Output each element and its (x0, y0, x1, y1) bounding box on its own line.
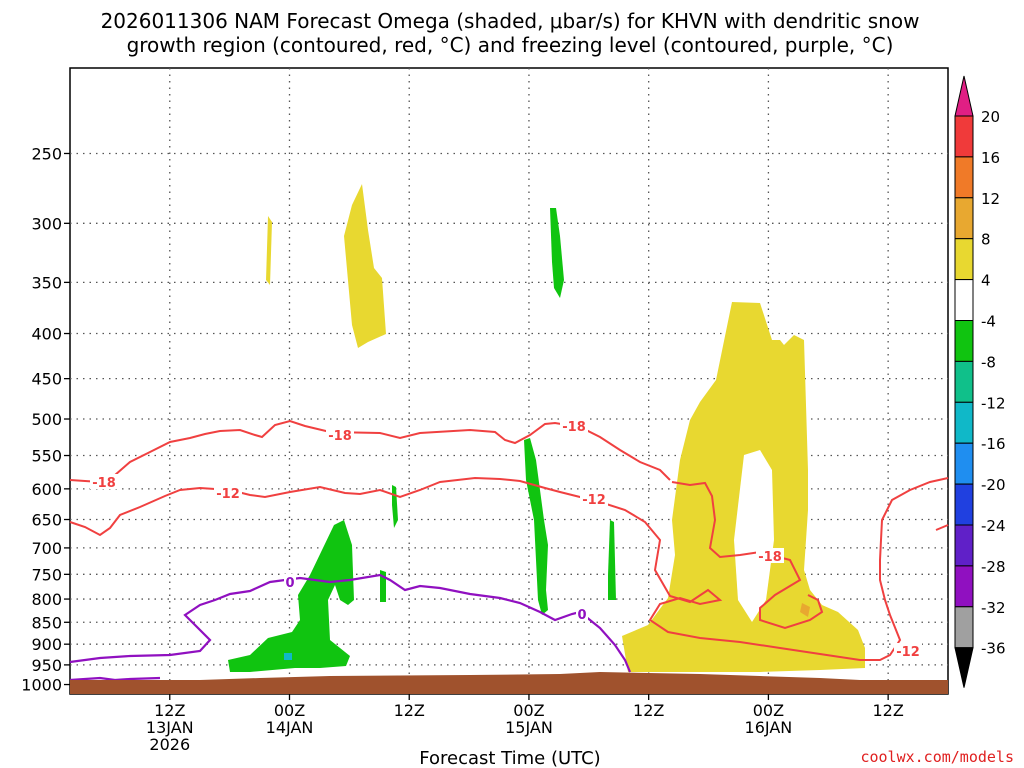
y-tick-label: 700 (31, 539, 62, 558)
x-tick-label: 12Z (872, 701, 903, 720)
y-tick-label: 650 (31, 511, 62, 530)
y-tick-label: 300 (31, 214, 62, 233)
credit-text[interactable]: coolwx.com/models (860, 748, 1014, 766)
y-tick-label: 750 (31, 565, 62, 584)
y-tick-label: 450 (31, 370, 62, 389)
y-tick-label: 500 (31, 410, 62, 429)
x-tick-label: 00Z (513, 701, 544, 720)
contour-line (935, 524, 949, 531)
contour-label-bg (560, 418, 588, 433)
contour-label-bg (756, 548, 784, 563)
x-tick-label: 13JAN (146, 718, 194, 737)
contour-label-bg (580, 491, 608, 506)
y-tick-label: 1000 (21, 676, 62, 695)
y-tick-label: 250 (31, 144, 62, 163)
x-axis-title: Forecast Time (UTC) (419, 748, 600, 768)
contour-label-bg (576, 606, 588, 621)
colorbar-swatch (954, 606, 974, 649)
colorbar-label: -8 (981, 353, 996, 371)
colorbar-triangle-top (954, 75, 974, 117)
y-tick-label: 600 (31, 480, 62, 499)
omega-positive-shading (266, 184, 865, 672)
colorbar-label: -4 (981, 313, 996, 331)
colorbar-swatch (954, 156, 974, 199)
contour-label-bg (90, 474, 118, 489)
colorbar-swatch (954, 320, 974, 362)
colorbar-label: 8 (981, 231, 991, 249)
x-tick-label: 00Z (753, 701, 784, 720)
y-tick-label: 850 (31, 613, 62, 632)
contour-label-bg (284, 574, 296, 589)
x-tick-label: 12Z (154, 701, 185, 720)
terrain-surface (70, 672, 948, 694)
contour-label: -12 (216, 487, 240, 502)
contour-labels: -18 -18 -18 -18 -12 -12 -12 0 0 (90, 418, 922, 660)
omega-negative-shading (228, 208, 616, 672)
contour-label: -18 (328, 429, 352, 444)
colorbar: 20 16 12 8 4 -4 -8 -12 -16 -20 -24 -28 -32 -36 (954, 75, 1006, 688)
colorbar-label: -20 (981, 476, 1006, 494)
x-tick-label: 12Z (633, 701, 664, 720)
omega-region-green (550, 208, 564, 298)
colorbar-swatch (954, 360, 974, 403)
x-tick-label: 12Z (394, 701, 425, 720)
contour-label: -12 (896, 645, 920, 660)
contour-label: -12 (582, 493, 606, 508)
omega-region-yellow (734, 450, 774, 622)
colorbar-swatch (954, 238, 974, 281)
colorbar-swatch (954, 115, 974, 158)
y-tick-label: 950 (31, 656, 62, 675)
omega-region-green (228, 520, 354, 672)
chart-title-line-2: growth region (contoured, red, °C) and f… (127, 33, 894, 57)
contour-label: 0 (285, 576, 294, 591)
colorbar-label: -36 (981, 640, 1006, 658)
omega-region-cyan (284, 653, 292, 660)
colorbar-swatch (954, 401, 974, 444)
x-tick-label: 15JAN (505, 718, 553, 737)
colorbar-swatch (954, 565, 974, 608)
chart-title-line-1: 2026011306 NAM Forecast Omega (shaded, μ… (101, 9, 920, 33)
x-tick-label: 2026 (149, 735, 190, 754)
colorbar-swatch (954, 483, 974, 526)
omega-region-green (524, 438, 548, 615)
contour-label: -18 (92, 476, 116, 491)
colorbar-label: 12 (981, 190, 1000, 208)
y-tick-label: 900 (31, 635, 62, 654)
colorbar-label: 16 (981, 149, 1000, 167)
x-tick-label: 00Z (274, 701, 305, 720)
y-tick-label: 550 (31, 447, 62, 466)
gridlines (70, 68, 948, 694)
omega-region-yellow (266, 216, 272, 285)
colorbar-label: -12 (981, 394, 1006, 412)
x-tick-label: 14JAN (266, 718, 314, 737)
contour-label-bg (894, 643, 922, 658)
omega-region-yellow (344, 184, 386, 348)
colorbar-swatch (954, 197, 974, 240)
x-tick-label: 16JAN (745, 718, 793, 737)
omega-region-green (608, 520, 616, 600)
colorbar-swatch (954, 524, 974, 567)
colorbar-label: -28 (981, 558, 1006, 576)
contour-label-bg (326, 427, 354, 442)
contour-label: 0 (577, 608, 586, 623)
colorbar-triangle-bottom (954, 647, 974, 688)
contour-label: -18 (562, 420, 586, 435)
contour-label-bg (214, 485, 242, 500)
colorbar-label: 20 (981, 108, 1000, 126)
omega-region-orange (800, 603, 810, 617)
y-tick-label: 350 (31, 273, 62, 292)
colorbar-label: -24 (981, 517, 1006, 535)
y-axis-ticks: 250 300 350 400 450 500 550 600 650 700 750 800 850 9… (21, 144, 70, 695)
colorbar-label: 4 (981, 272, 991, 290)
colorbar-swatch (954, 279, 974, 322)
y-tick-label: 400 (31, 325, 62, 344)
colorbar-label: -16 (981, 435, 1006, 453)
contour-label: -18 (758, 550, 782, 565)
colorbar-label: -32 (981, 599, 1006, 617)
colorbar-swatch (954, 442, 974, 485)
contour-line (671, 481, 824, 630)
y-tick-label: 800 (31, 590, 62, 609)
